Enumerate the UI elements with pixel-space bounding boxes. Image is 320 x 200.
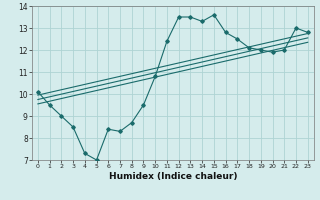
- X-axis label: Humidex (Indice chaleur): Humidex (Indice chaleur): [108, 172, 237, 181]
